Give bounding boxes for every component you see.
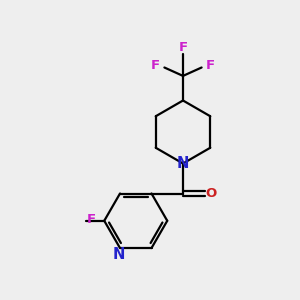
Text: F: F (178, 41, 188, 54)
Text: F: F (206, 58, 215, 72)
Text: O: O (206, 187, 217, 200)
Text: F: F (87, 213, 96, 226)
Text: N: N (177, 156, 189, 171)
Text: N: N (112, 247, 125, 262)
Text: F: F (151, 58, 160, 72)
